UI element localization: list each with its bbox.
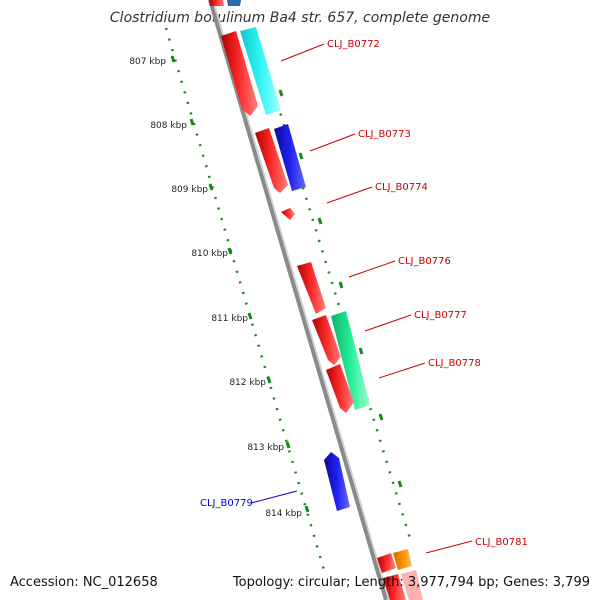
gene-label[interactable]: CLJ_B0776 — [398, 256, 451, 267]
gene-feature[interactable] — [221, 31, 258, 116]
gene-label[interactable]: CLJ_B0772 — [327, 39, 380, 50]
gene-feature[interactable] — [297, 262, 326, 314]
gene-feature[interactable] — [312, 315, 341, 365]
ruler-label: 812 kbp — [229, 378, 266, 388]
gene-features — [209, 0, 423, 600]
ruler-label: 808 kbp — [150, 121, 187, 131]
gene-feature[interactable] — [377, 553, 396, 573]
gene-feature[interactable] — [401, 570, 423, 600]
gene-feature[interactable] — [393, 549, 412, 570]
gene-feature[interactable] — [326, 364, 354, 413]
ruler-label: 811 kbp — [211, 314, 248, 324]
map-title: Clostridium botulinum Ba4 str. 657, comp… — [109, 10, 491, 26]
gene-feature[interactable] — [227, 0, 241, 6]
ruler-label: 813 kbp — [247, 443, 284, 453]
gene-feature[interactable] — [240, 27, 281, 115]
topology-text: Topology: circular; Length: 3,977,794 bp… — [232, 575, 590, 590]
gene-label[interactable]: CLJ_B0773 — [358, 129, 411, 140]
gene-feature[interactable] — [331, 311, 370, 410]
gene-label[interactable]: CLJ_B0778 — [428, 358, 481, 369]
ruler-label: 810 kbp — [191, 249, 228, 259]
gene-label[interactable]: CLJ_B0777 — [414, 310, 467, 321]
ruler-label: 809 kbp — [171, 185, 208, 195]
gene-feature[interactable] — [255, 128, 288, 193]
gene-feature[interactable] — [383, 574, 406, 600]
accession-text: Accession: NC_012658 — [10, 575, 158, 590]
gene-label[interactable]: CLJ_B0779 — [200, 498, 253, 509]
gene-feature[interactable] — [274, 124, 306, 191]
gene-feature[interactable] — [324, 452, 350, 511]
gene-label[interactable]: CLJ_B0774 — [375, 182, 428, 193]
gene-feature[interactable] — [281, 208, 295, 220]
gene-feature[interactable] — [209, 0, 224, 6]
genome-backbone — [208, 0, 388, 600]
ruler-label: 814 kbp — [265, 509, 302, 519]
ruler-label: 807 kbp — [129, 57, 166, 67]
gene-label[interactable]: CLJ_B0781 — [475, 537, 528, 548]
